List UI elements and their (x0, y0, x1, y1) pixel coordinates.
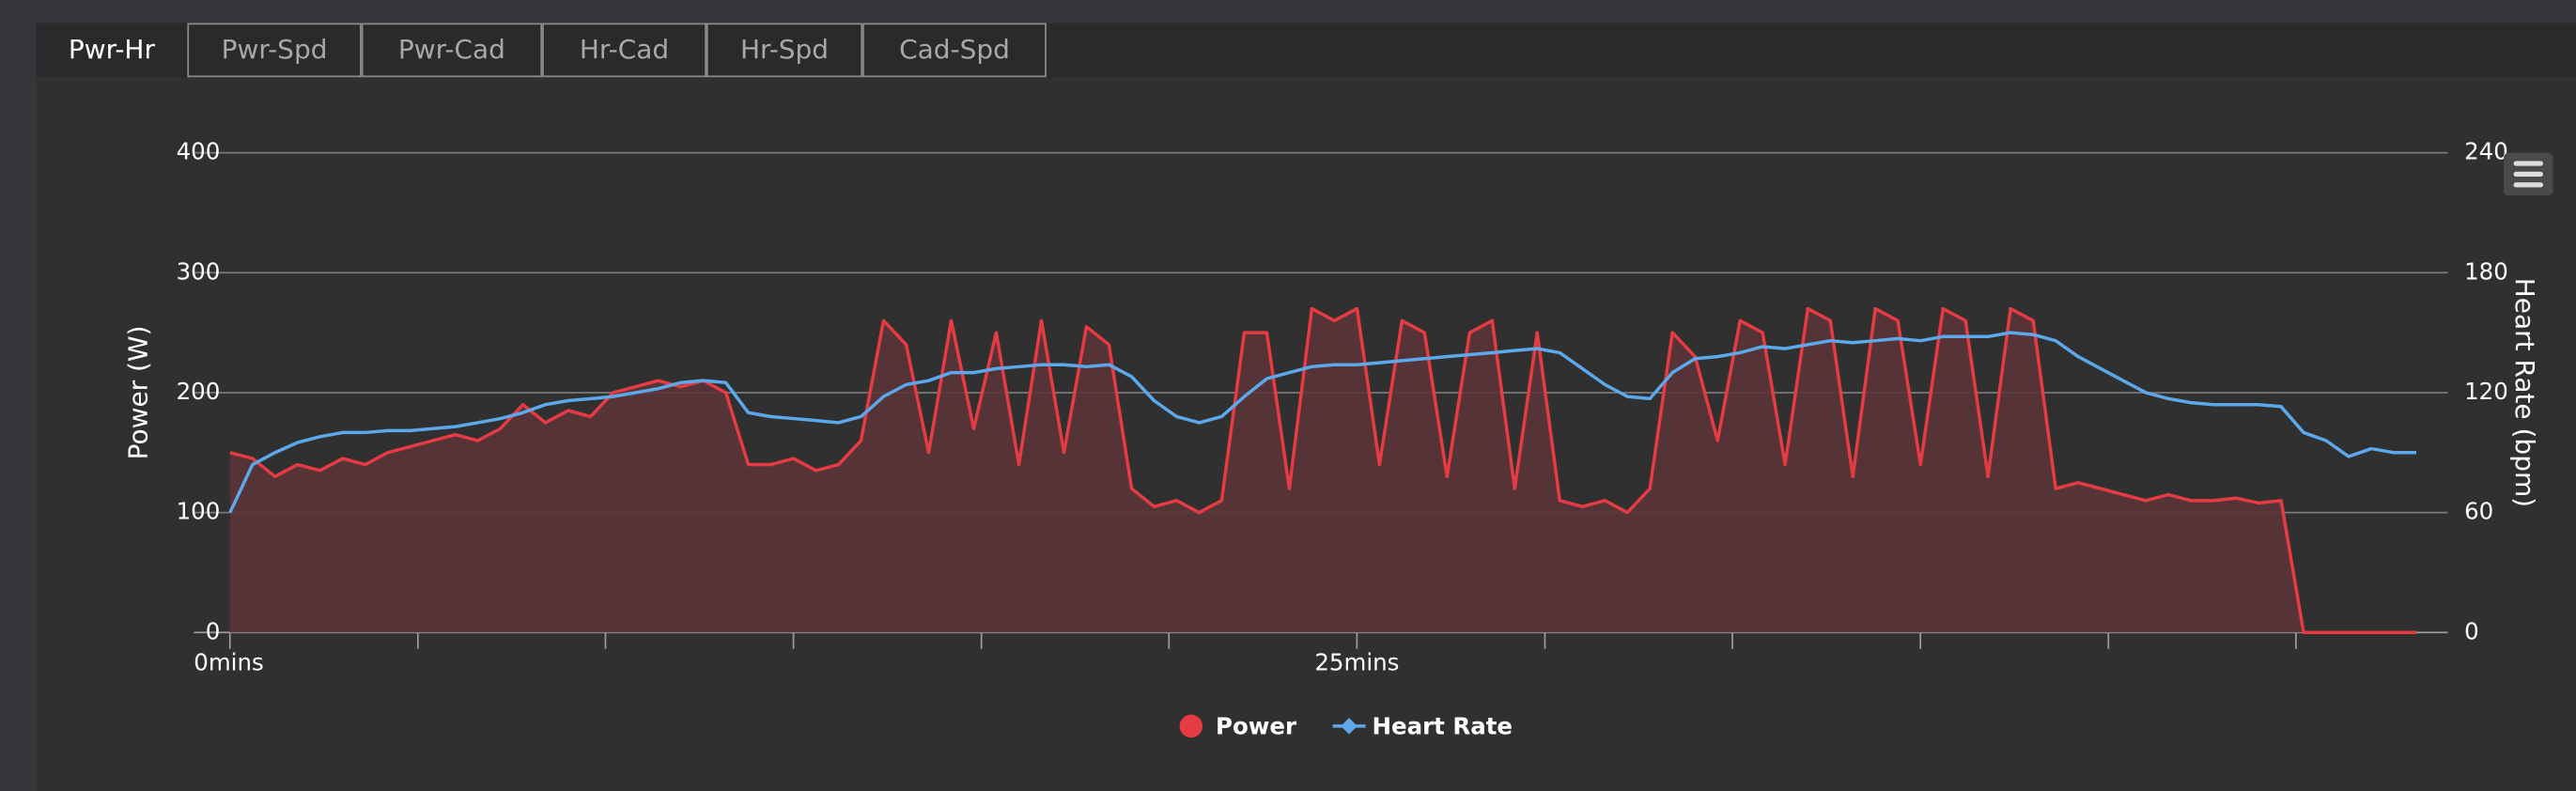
y-tick-label: 100 (177, 498, 221, 525)
tab-label[interactable]: Hr-Spd (740, 34, 829, 65)
tab-frame[interactable] (187, 23, 362, 78)
y2-tick-label: 0 (2464, 617, 2479, 644)
tabs: Pwr-Hr Pwr-Spd Pwr-Cad Hr-Cad Hr-Spd Cad-Spd (69, 23, 1047, 78)
tab-label[interactable]: Pwr-Spd (222, 34, 328, 65)
tab-frame[interactable] (706, 23, 863, 78)
area (229, 308, 2417, 633)
legend-label[interactable]: Power (1216, 713, 1296, 740)
y2-tick-label: 180 (2464, 257, 2508, 285)
y-tick-label: 0 (206, 617, 221, 644)
x-tick-label: 25mins (1314, 648, 1399, 675)
legend-marker (1179, 714, 1203, 738)
y2-tick-label: 60 (2464, 498, 2493, 525)
line (229, 306, 2417, 634)
y2-axis-title: Heart Rate (bpm) (2509, 278, 2540, 507)
x-tick-label: 0mins (194, 648, 263, 675)
tab-label[interactable]: Pwr-Cad (398, 34, 505, 65)
legend-label[interactable]: Heart Rate (1373, 713, 1513, 740)
menu-bar (2513, 182, 2544, 188)
tab-label[interactable]: Cad-Spd (899, 34, 1010, 65)
y2-tick-label: 240 (2464, 138, 2508, 165)
tab-label[interactable]: Hr-Cad (580, 34, 669, 65)
menu-bar (2513, 161, 2544, 166)
plot: 0 100 200 300 400 0 60 120 180 240 Power (W) Heart … (123, 138, 2540, 740)
y-tick-label: 300 (177, 257, 221, 285)
menu-bar (2513, 171, 2544, 177)
tab-bar (36, 23, 2576, 79)
tab-frame[interactable] (862, 23, 1047, 78)
y-tick-label: 200 (177, 378, 221, 405)
y2-tick-label: 120 (2464, 378, 2508, 405)
y-axis-title: Power (W) (123, 325, 154, 459)
tab-label[interactable]: Pwr-Hr (69, 34, 156, 65)
menu-button[interactable] (2504, 152, 2553, 196)
tab-frame[interactable] (542, 23, 706, 78)
tab-frame[interactable] (361, 23, 543, 78)
y-tick-label: 400 (177, 138, 221, 165)
line (228, 331, 2417, 514)
